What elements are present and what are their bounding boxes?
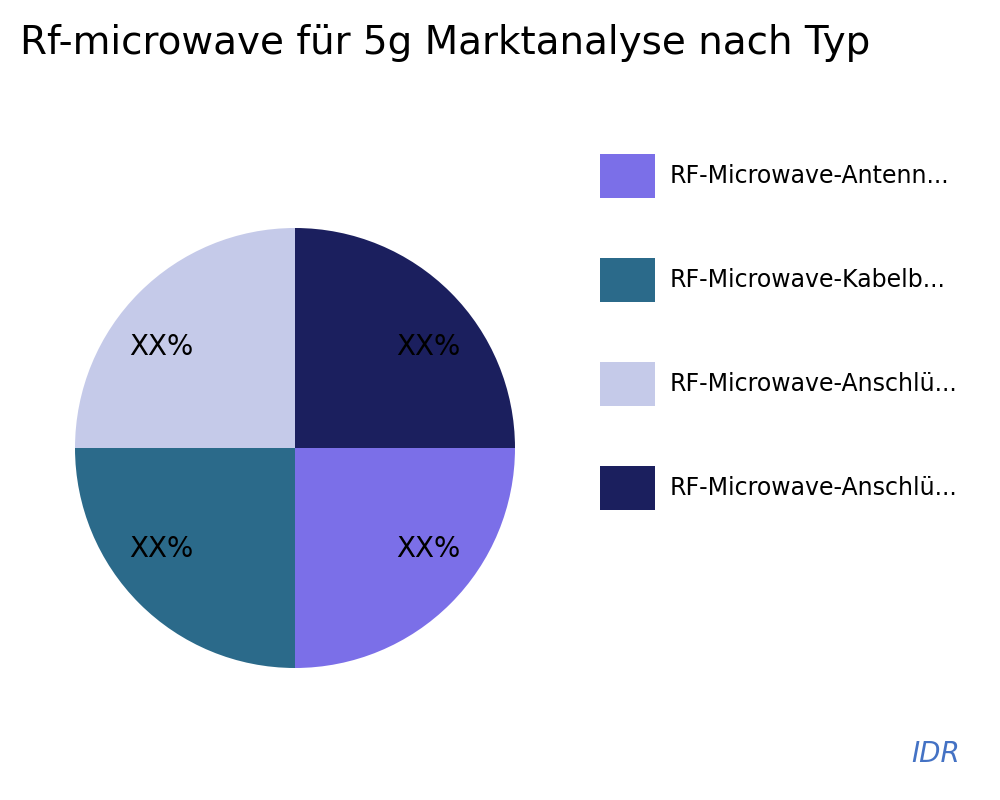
- Text: XX%: XX%: [130, 535, 194, 563]
- Wedge shape: [295, 448, 515, 668]
- Wedge shape: [75, 448, 295, 668]
- Wedge shape: [75, 228, 295, 448]
- Text: XX%: XX%: [396, 535, 460, 563]
- Text: RF-Microwave-Anschlü...: RF-Microwave-Anschlü...: [670, 476, 958, 500]
- Text: Rf-microwave für 5g Marktanalyse nach Typ: Rf-microwave für 5g Marktanalyse nach Ty…: [20, 24, 870, 62]
- Text: RF-Microwave-Kabelb...: RF-Microwave-Kabelb...: [670, 268, 946, 292]
- Text: RF-Microwave-Antenn...: RF-Microwave-Antenn...: [670, 164, 950, 188]
- Wedge shape: [295, 228, 515, 448]
- Text: IDR: IDR: [911, 740, 960, 768]
- Text: XX%: XX%: [130, 333, 194, 361]
- Text: XX%: XX%: [396, 333, 460, 361]
- Text: RF-Microwave-Anschlü...: RF-Microwave-Anschlü...: [670, 372, 958, 396]
